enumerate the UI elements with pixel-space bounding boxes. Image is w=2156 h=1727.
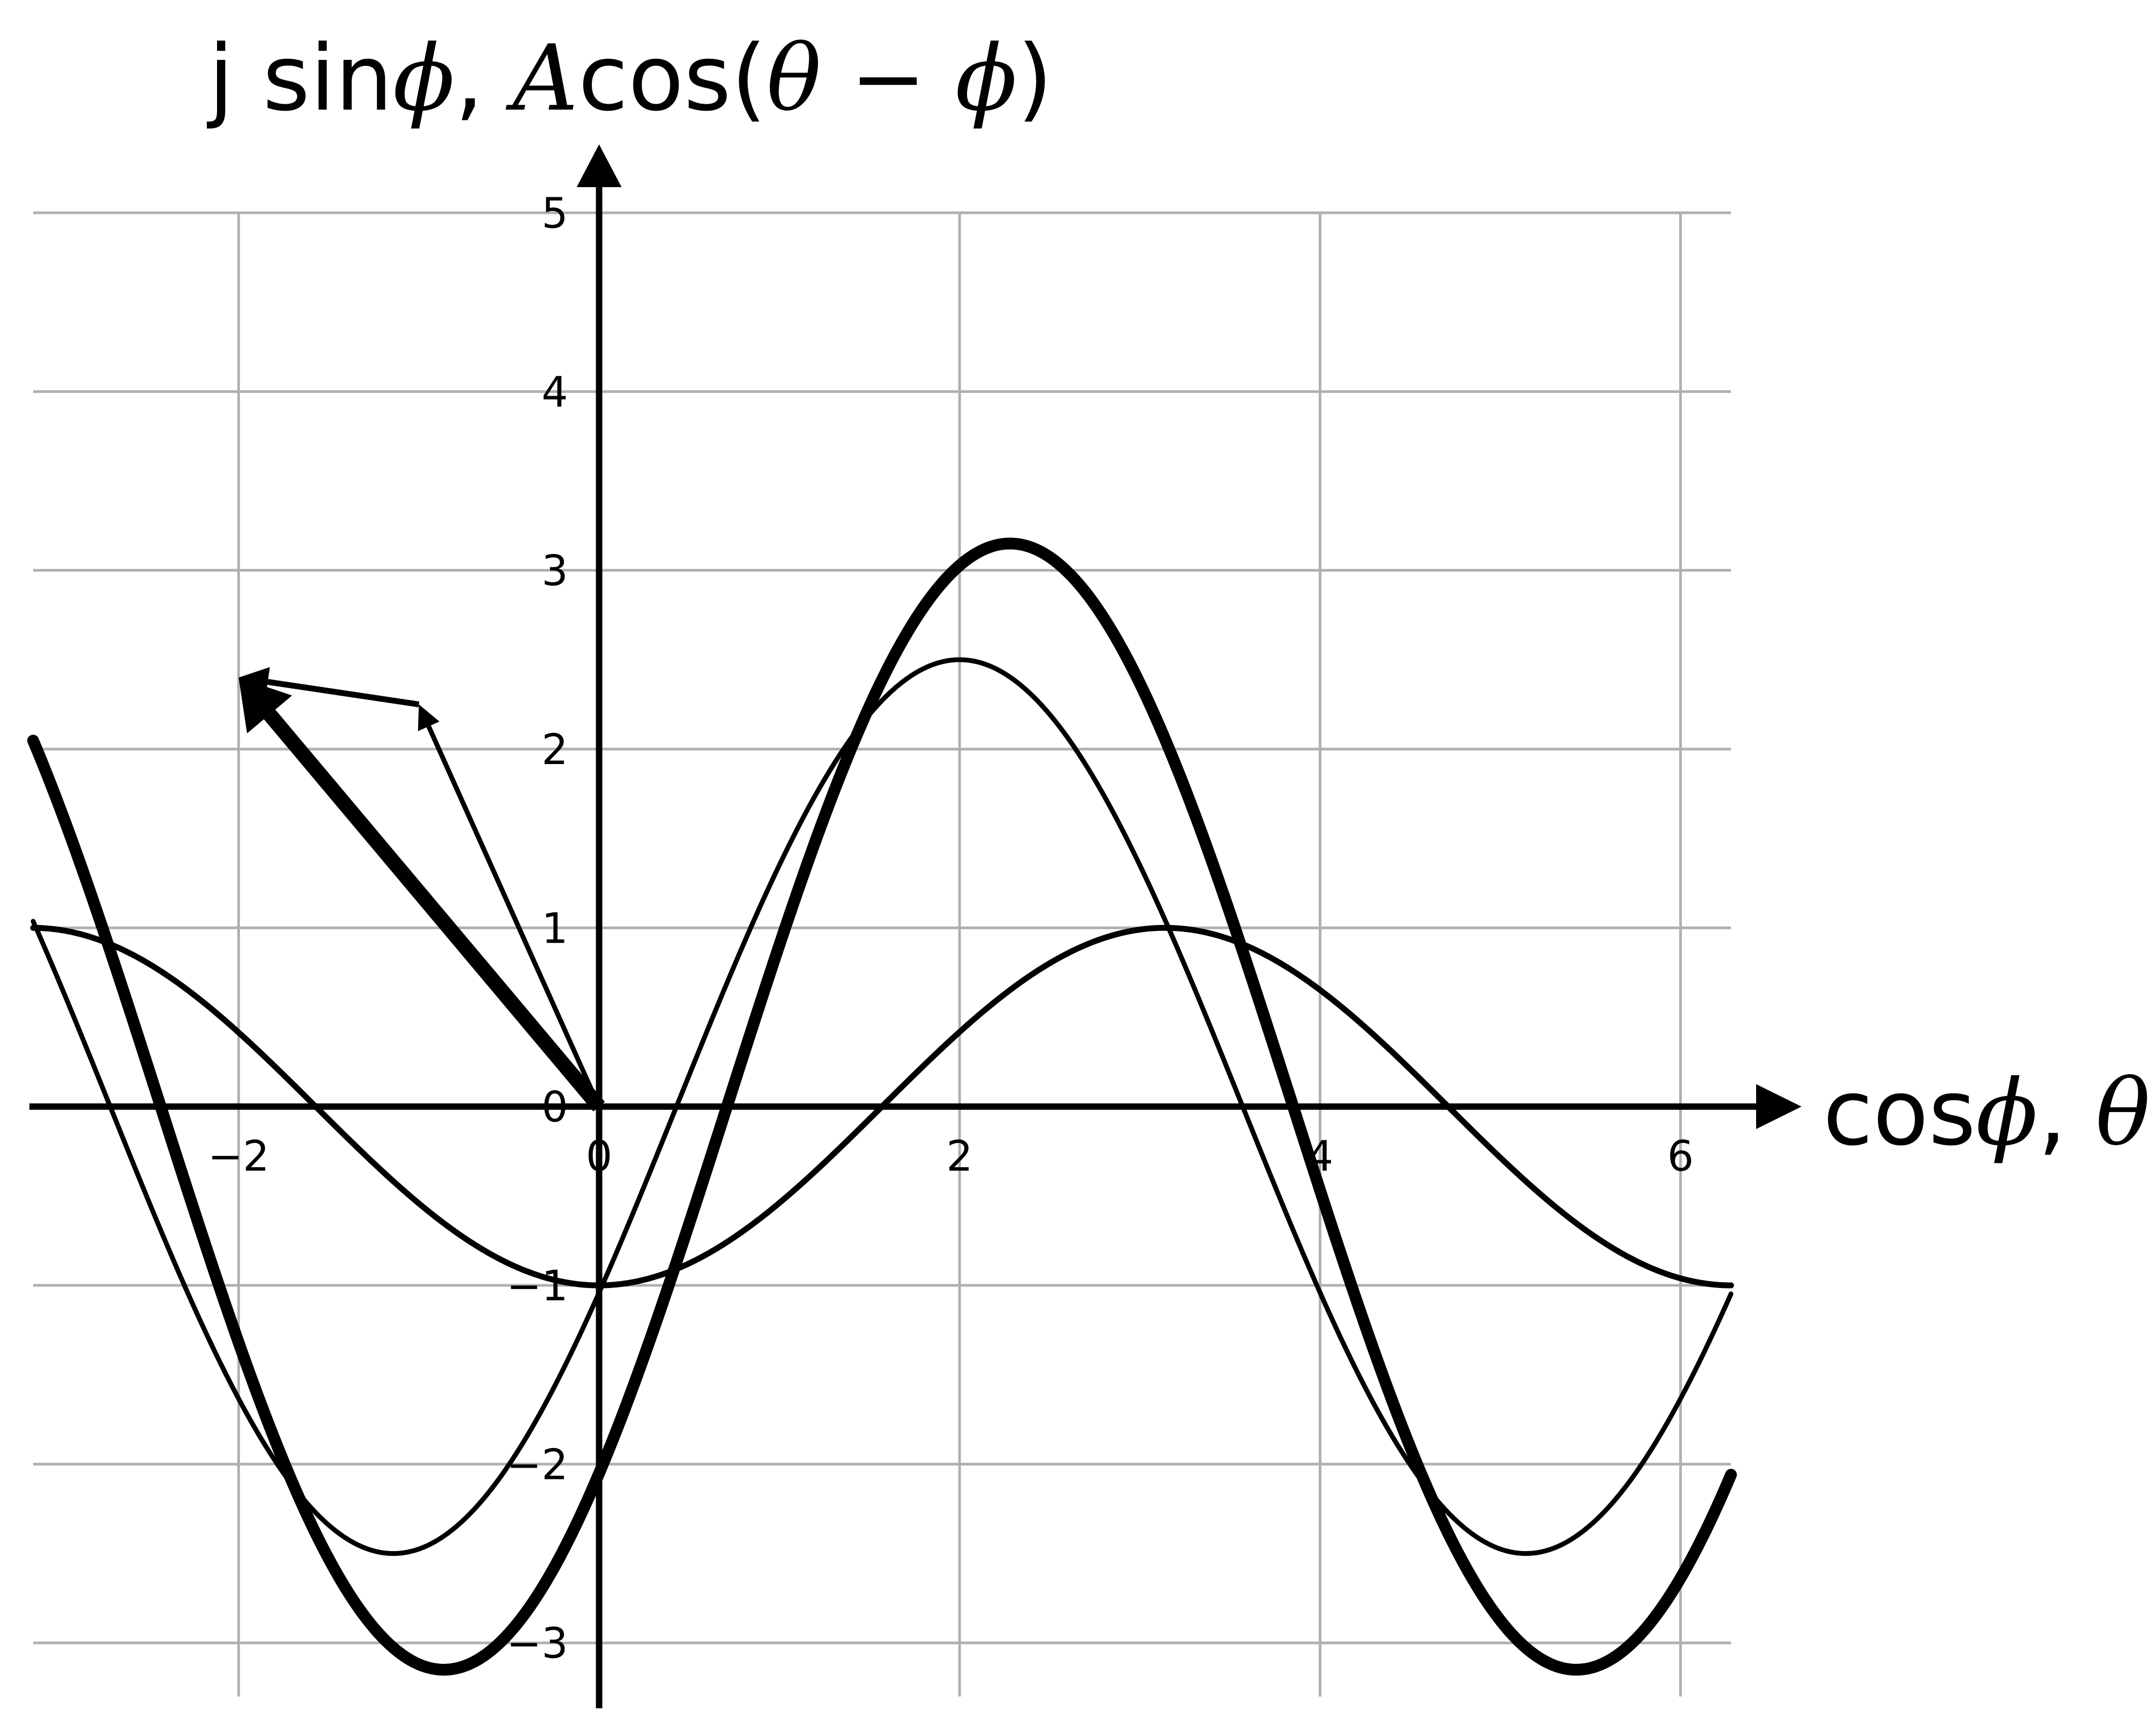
y-tick-label-4: 1 [542,905,568,953]
y-tick-label-5: 2 [542,726,568,774]
y-tick-label-8: 5 [542,190,568,238]
y-tick-label-6: 3 [542,548,568,596]
x-tick-label-2: 2 [946,1133,973,1181]
y-tick-label-2: −1 [507,1262,568,1310]
y-axis-title: j sinϕ, Acos(θ − ϕ) [206,26,1053,132]
axes [29,144,1802,1708]
x-tick-label-1: 0 [586,1133,613,1181]
phasor-line-0 [426,725,601,1108]
x-axis-arrow-icon [1756,1084,1802,1129]
phasor-arrowhead-2 [238,677,292,734]
series-line-1 [30,657,1734,1556]
y-axis-arrow-icon [576,144,622,187]
y-tick-label-1: −2 [507,1441,568,1489]
phasor-line-2 [264,710,605,1112]
tick-labels: −2 0 2 4 6 −3 −2 −1 0 1 2 3 4 5 [208,190,1694,1668]
phasor-arrowhead-0 [418,704,439,731]
series-line-2 [27,537,1737,1676]
phasor-line-1 [267,679,420,707]
x-tick-label-4: 6 [1667,1133,1694,1181]
phasors [238,667,605,1112]
x-tick-label-3: 4 [1307,1133,1333,1181]
grid [33,211,1731,1697]
y-tick-label-3: 0 [542,1084,568,1132]
y-tick-label-0: −3 [507,1620,568,1668]
y-tick-label-7: 4 [542,368,568,417]
x-axis-title: cosϕ, θ [1823,1060,2150,1166]
x-tick-label-0: −2 [208,1133,269,1181]
